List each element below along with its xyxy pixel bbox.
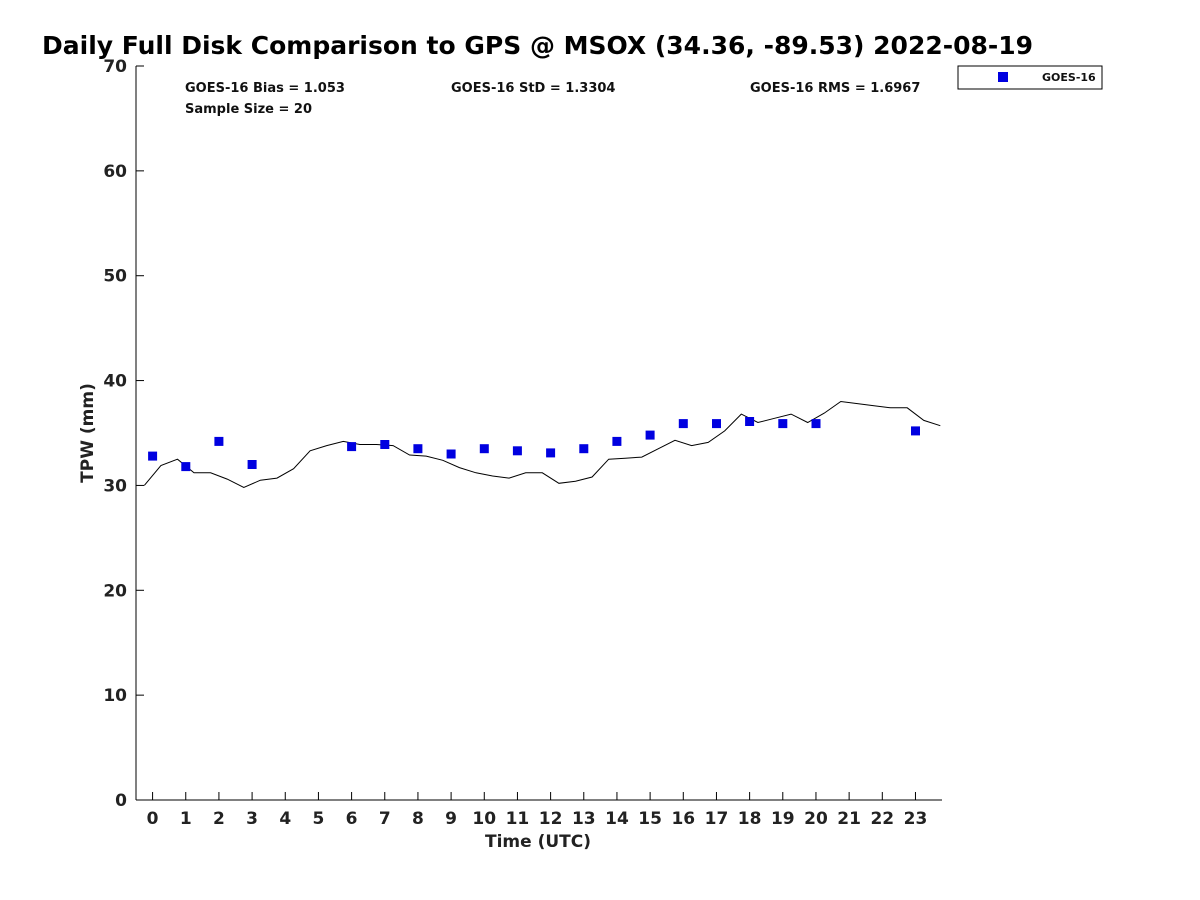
x-tick-label: 10 [472, 809, 496, 829]
plot-area [136, 66, 942, 800]
x-tick-label: 8 [412, 809, 424, 829]
goes16-point [181, 462, 191, 472]
x-tick-label: 17 [705, 809, 729, 829]
goes16-point [678, 419, 688, 429]
series-layer [143, 400, 941, 489]
goes16-point [214, 436, 224, 446]
x-tick-label: 13 [572, 809, 596, 829]
x-axis-ticks: 0 1 2 3 4 5 6 7 8 9 10 11 12 13 14 15 16 17 18 19 20 21 22 23 [147, 792, 928, 829]
y-tick-label: 50 [103, 267, 127, 287]
y-tick-label: 40 [103, 372, 127, 392]
gps-tpw-line [143, 400, 941, 489]
goes16-point [712, 419, 721, 429]
x-tick-label: 23 [904, 809, 928, 829]
goes16-point [745, 417, 755, 426]
x-tick-label: 21 [837, 809, 861, 829]
legend: GOES-16 [957, 65, 1103, 90]
legend-box [957, 65, 1103, 90]
goes16-point [446, 449, 456, 459]
x-tick-label: 5 [313, 809, 325, 829]
goes16-point [811, 419, 821, 429]
rms-stat: GOES-16 RMS = 1.6967 [750, 81, 920, 96]
goes16-point [479, 444, 489, 454]
goes16-point [148, 451, 158, 461]
goes16-point [778, 419, 788, 429]
goes16-point [512, 446, 522, 456]
y-tick-label: 10 [103, 686, 127, 706]
legend-marker-goes16 [998, 72, 1008, 82]
x-tick-label: 20 [804, 809, 828, 829]
goes16-point [911, 426, 920, 436]
goes16-point [380, 440, 390, 449]
goes16-point [546, 448, 556, 458]
x-tick-label: 7 [379, 809, 391, 829]
x-tick-label: 1 [180, 809, 192, 829]
x-tick-label: 9 [445, 809, 457, 829]
y-tick-label: 30 [103, 476, 127, 496]
x-tick-label: 2 [213, 809, 225, 829]
legend-label-goes16: GOES-16 [1042, 71, 1096, 84]
y-tick-label: 0 [115, 791, 127, 811]
y-axis-ticks: 0 10 20 30 40 50 60 70 [103, 57, 144, 811]
std-stat: GOES-16 StD = 1.3304 [451, 81, 615, 96]
axes [135, 66, 942, 801]
y-axis-label: TPW (mm) [78, 383, 98, 483]
goes16-point [413, 444, 423, 454]
sample-size-stat: Sample Size = 20 [185, 102, 312, 117]
x-tick-label: 4 [279, 809, 291, 829]
x-tick-label: 3 [246, 809, 258, 829]
x-tick-label: 19 [771, 809, 795, 829]
y-tick-label: 20 [103, 581, 127, 601]
x-tick-label: 16 [671, 809, 695, 829]
x-tick-label: 11 [506, 809, 530, 829]
bias-stat: GOES-16 Bias = 1.053 [185, 81, 345, 96]
goes16-point [645, 430, 655, 440]
y-tick-label: 70 [103, 57, 127, 77]
x-tick-label: 12 [539, 809, 563, 829]
goes16-point [579, 444, 589, 454]
x-tick-label: 22 [870, 809, 894, 829]
x-tick-label: 6 [346, 809, 358, 829]
goes16-point [347, 442, 357, 452]
x-tick-label: 0 [147, 809, 159, 829]
chart-title: Daily Full Disk Comparison to GPS @ MSOX… [42, 31, 1033, 60]
y-tick-label: 60 [103, 162, 127, 182]
x-tick-label: 14 [605, 809, 629, 829]
goes16-point [612, 436, 622, 446]
goes16-point [247, 460, 257, 469]
x-tick-label: 15 [638, 809, 662, 829]
x-tick-label: 18 [738, 809, 762, 829]
x-axis-label: Time (UTC) [485, 832, 591, 852]
